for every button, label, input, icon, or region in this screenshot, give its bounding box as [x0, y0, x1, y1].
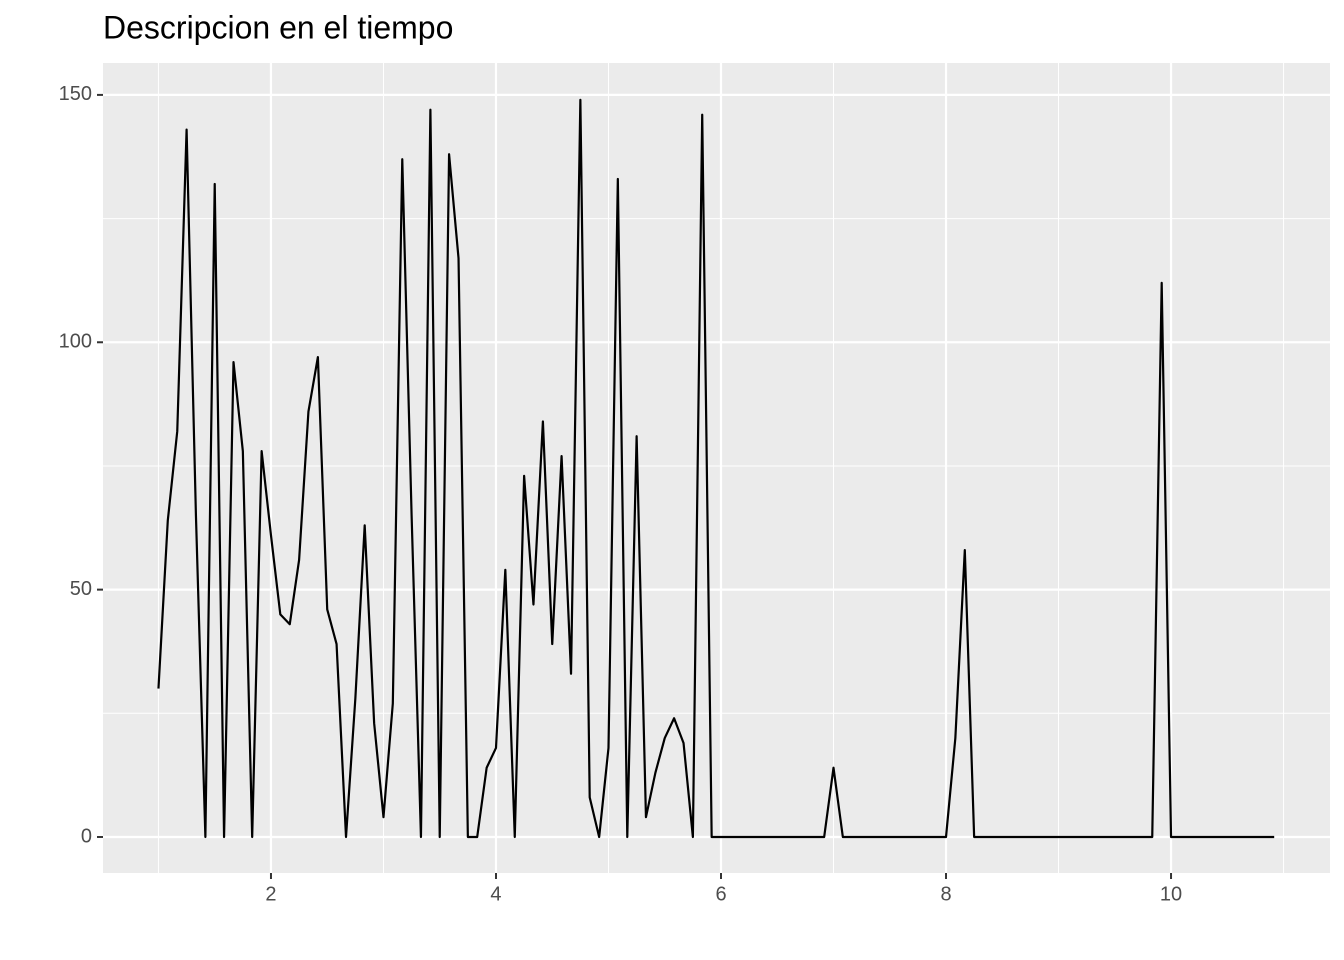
y-tick-label: 50 — [70, 578, 92, 600]
y-tick-label: 150 — [59, 83, 92, 105]
panel — [103, 63, 1330, 873]
y-tick-label: 0 — [81, 825, 92, 847]
x-tick-label: 6 — [715, 883, 726, 905]
x-tick-label: 8 — [940, 883, 951, 905]
chart-title: Descripcion en el tiempo — [103, 9, 453, 45]
x-tick-label: 2 — [265, 883, 276, 905]
x-tick-label: 10 — [1160, 883, 1182, 905]
data-line — [157, 98, 1275, 839]
x-tick-label: 4 — [490, 883, 501, 905]
y-tick-label: 100 — [59, 331, 92, 353]
